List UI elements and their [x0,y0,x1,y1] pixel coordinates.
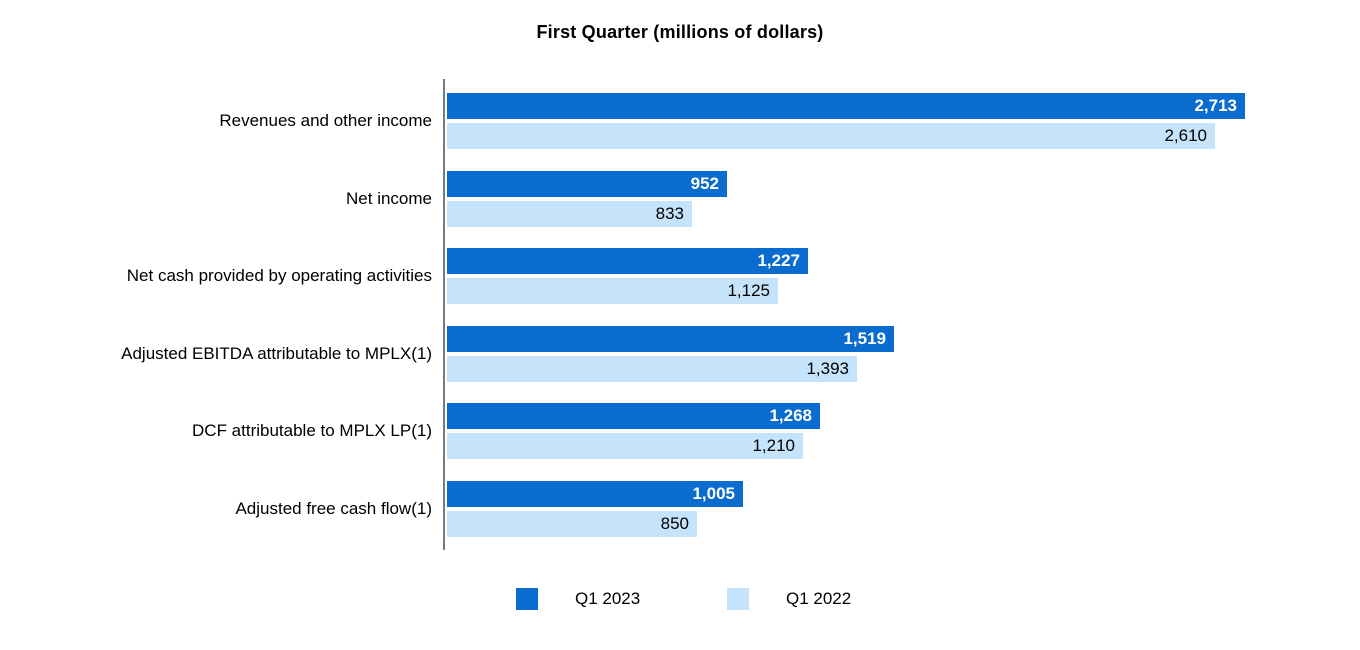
legend: Q1 2023 Q1 2022 [0,588,1360,610]
bar-q1-2023: 1,519 [447,326,894,352]
legend-swatch-q1-2023 [516,588,538,610]
chart-row-dcf: DCF attributable to MPLX LP(1) 1,268 1,2… [0,403,1360,459]
bar-q1-2022: 1,125 [447,278,778,304]
chart-row-operating-cash: Net cash provided by operating activitie… [0,248,1360,304]
legend-swatch-q1-2022 [727,588,749,610]
chart-row-revenues: Revenues and other income 2,713 2,610 [0,93,1360,149]
bar-value-label: 952 [690,174,719,193]
legend-label-q1-2022: Q1 2022 [786,589,852,608]
category-label: Net cash provided by operating activitie… [126,266,432,285]
bar-value-label: 833 [655,204,684,223]
chart-row-adjusted-fcf: Adjusted free cash flow(1) 1,005 850 [0,481,1360,537]
bar-value-label: 1,268 [769,406,812,425]
y-axis-line [443,79,445,550]
bar-q1-2022: 850 [447,511,697,537]
bar-q1-2022: 2,610 [447,123,1215,149]
bar-value-label: 1,227 [757,251,800,270]
bar-q1-2023: 952 [447,171,727,197]
bar-q1-2023: 2,713 [447,93,1245,119]
bar-value-label: 1,125 [727,281,770,300]
category-label: Adjusted EBITDA attributable to MPLX(1) [121,344,432,363]
bar-value-label: 1,005 [692,484,735,503]
bar-q1-2022: 1,210 [447,433,803,459]
bar-value-label: 2,713 [1194,96,1237,115]
bar-q1-2022: 833 [447,201,692,227]
category-label: Net income [346,189,432,208]
category-label: DCF attributable to MPLX LP(1) [192,421,432,440]
category-label: Adjusted free cash flow(1) [235,499,432,518]
legend-label-q1-2023: Q1 2023 [575,589,641,608]
category-label: Revenues and other income [219,111,432,130]
bar-value-label: 1,210 [752,436,795,455]
bar-q1-2023: 1,268 [447,403,820,429]
bar-q1-2023: 1,227 [447,248,808,274]
bar-value-label: 850 [660,514,689,533]
bar-value-label: 1,519 [843,329,886,348]
bar-value-label: 1,393 [806,359,849,378]
bar-q1-2023: 1,005 [447,481,743,507]
chart-title: First Quarter (millions of dollars) [536,22,824,42]
bar-value-label: 2,610 [1164,126,1207,145]
chart-row-adjusted-ebitda: Adjusted EBITDA attributable to MPLX(1) … [0,326,1360,382]
chart-row-net-income: Net income 952 833 [0,171,1360,227]
bar-q1-2022: 1,393 [447,356,857,382]
